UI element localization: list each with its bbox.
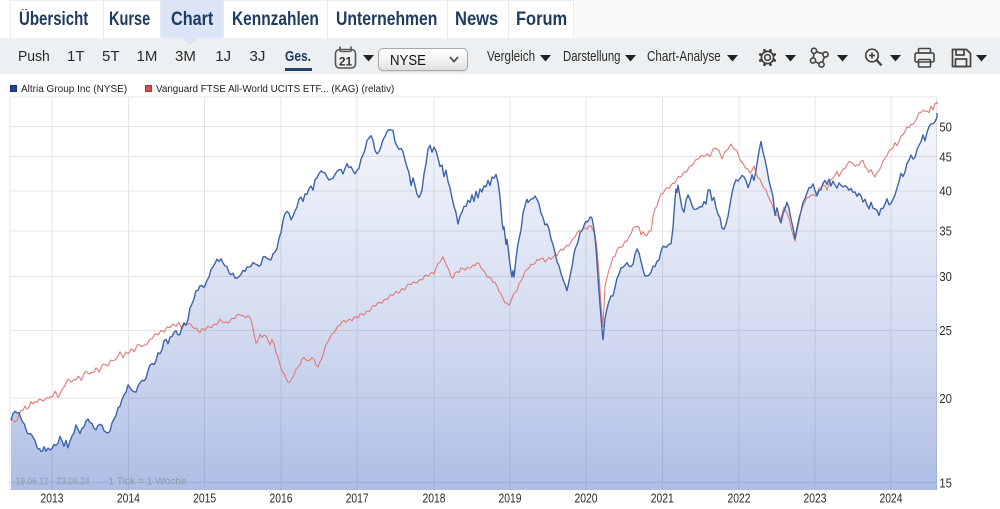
svg-text:2013: 2013 bbox=[41, 492, 64, 506]
svg-text:2017: 2017 bbox=[346, 492, 369, 506]
svg-text:2016: 2016 bbox=[270, 492, 293, 506]
svg-text:45: 45 bbox=[939, 150, 952, 164]
svg-text:2020: 2020 bbox=[575, 492, 598, 506]
svg-text:19.06.12 - 23.08.24: 19.06.12 - 23.08.24 bbox=[16, 476, 90, 487]
svg-text:40: 40 bbox=[939, 185, 952, 199]
svg-text:2024: 2024 bbox=[880, 492, 903, 506]
svg-text:30: 30 bbox=[939, 270, 952, 284]
svg-text:15: 15 bbox=[939, 476, 952, 490]
svg-text:20: 20 bbox=[939, 392, 952, 406]
svg-text:2021: 2021 bbox=[651, 492, 674, 506]
svg-text:2023: 2023 bbox=[804, 492, 827, 506]
svg-text:2022: 2022 bbox=[728, 492, 751, 506]
svg-text:50: 50 bbox=[939, 120, 952, 134]
svg-text:1 Tick = 1 Woche: 1 Tick = 1 Woche bbox=[108, 477, 187, 488]
svg-text:2019: 2019 bbox=[499, 492, 522, 506]
svg-text:25: 25 bbox=[939, 324, 952, 338]
svg-text:35: 35 bbox=[939, 225, 952, 239]
svg-text:2015: 2015 bbox=[193, 492, 216, 506]
svg-text:2014: 2014 bbox=[117, 492, 140, 506]
svg-text:21: 21 bbox=[339, 55, 353, 69]
svg-text:2018: 2018 bbox=[423, 492, 446, 506]
